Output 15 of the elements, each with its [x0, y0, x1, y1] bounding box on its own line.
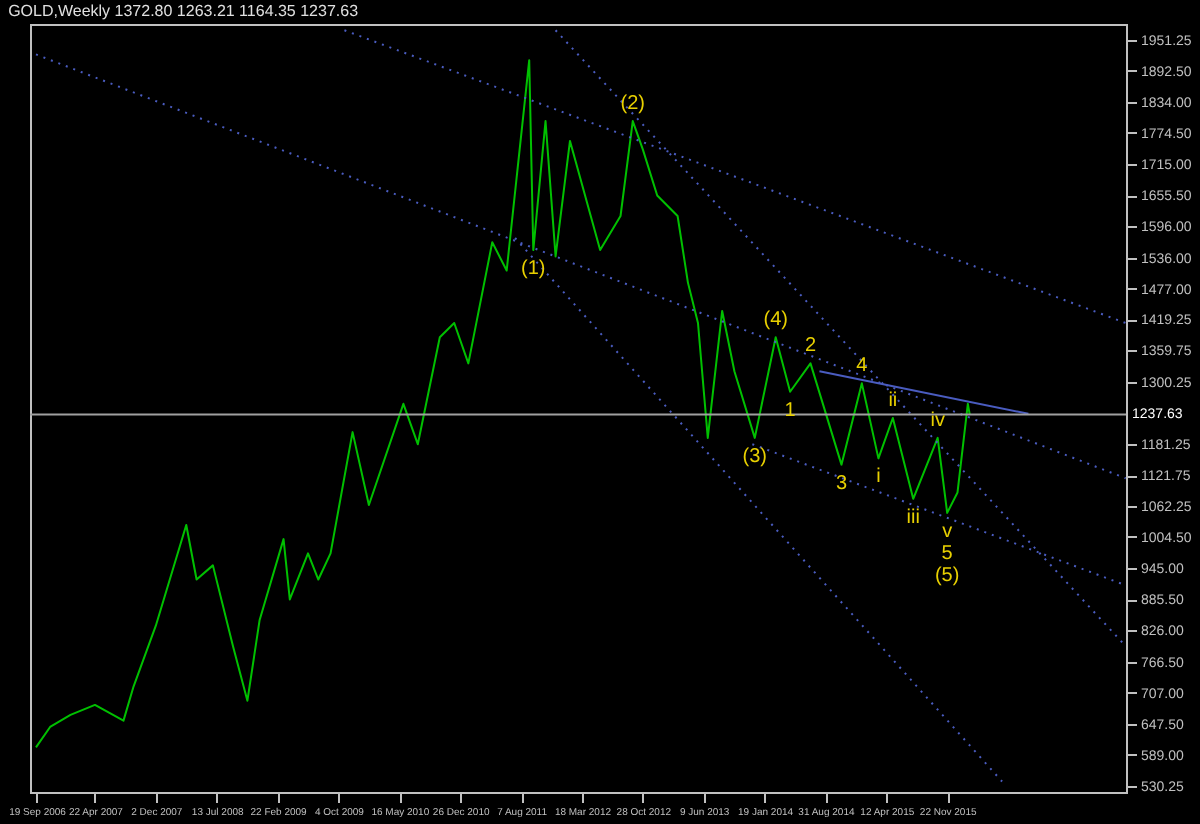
- annotation: i: [876, 466, 881, 489]
- annotation: 2: [804, 335, 817, 358]
- annotation: iv: [930, 409, 945, 432]
- annotation: (2): [620, 93, 645, 116]
- chart-title: GOLD,Weekly 1372.80 1263.21 1164.35 1237.63: [8, 2, 360, 20]
- annotation: (4): [763, 309, 788, 332]
- annotation: 5: [941, 542, 954, 565]
- annotation: ii: [888, 389, 898, 412]
- annotation: iii: [906, 506, 920, 529]
- annotation: v: [942, 520, 953, 543]
- annotation: (1): [521, 258, 546, 281]
- annotation: 3: [835, 472, 848, 495]
- annotation: (3): [742, 445, 768, 468]
- annotation: (5): [934, 564, 960, 587]
- annotation: 4: [856, 355, 869, 378]
